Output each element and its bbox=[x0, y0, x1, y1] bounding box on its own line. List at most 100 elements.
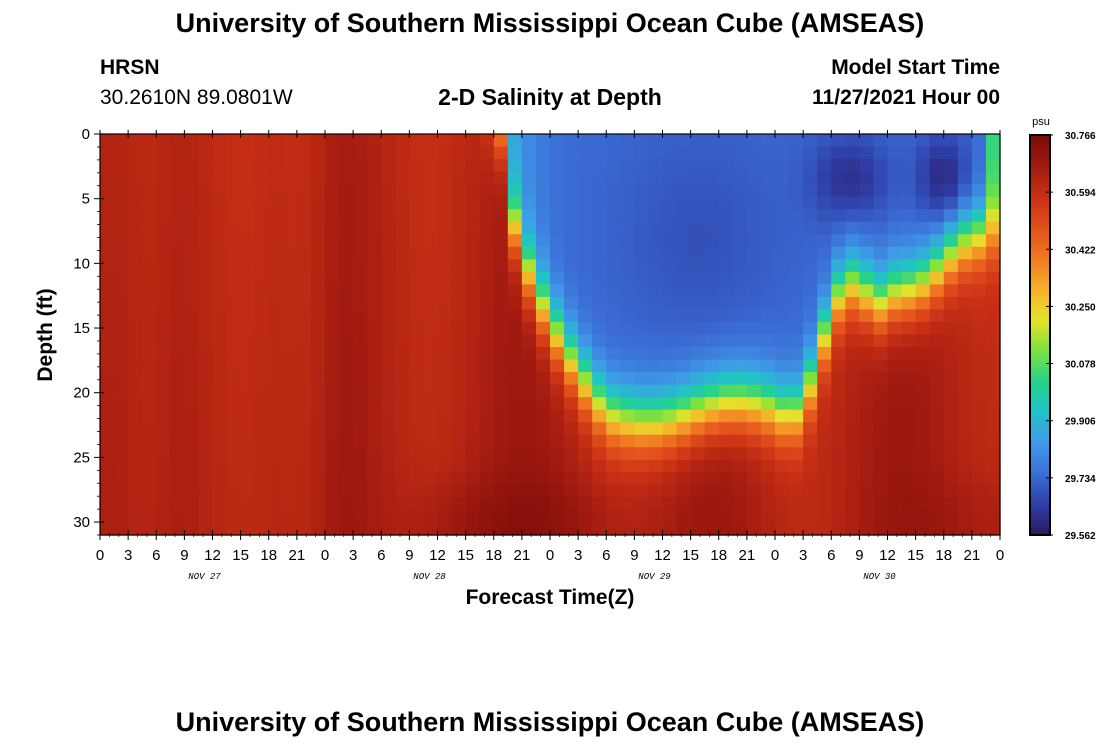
heatmap-cell bbox=[339, 422, 354, 436]
heatmap-cell bbox=[437, 196, 453, 210]
heatmap-cell bbox=[831, 397, 846, 411]
heatmap-cell bbox=[873, 522, 889, 536]
heatmap-cell bbox=[240, 397, 256, 411]
heatmap-cell bbox=[339, 296, 354, 311]
heatmap-cell bbox=[803, 384, 818, 398]
heatmap-cell bbox=[521, 497, 537, 511]
heatmap-cell bbox=[648, 522, 664, 536]
heatmap-cell bbox=[268, 409, 284, 423]
heatmap-cell bbox=[381, 134, 396, 148]
heatmap-cell bbox=[620, 209, 635, 223]
heatmap-cell bbox=[268, 347, 284, 361]
heatmap-cell bbox=[535, 384, 551, 398]
heatmap-cell bbox=[634, 447, 650, 461]
heatmap-cell bbox=[634, 259, 650, 273]
heatmap-cell bbox=[114, 509, 129, 524]
heatmap-cell bbox=[254, 472, 270, 486]
heatmap-cell bbox=[184, 234, 200, 248]
heatmap-cell bbox=[367, 372, 382, 386]
heatmap-cell bbox=[170, 184, 185, 198]
heatmap-cell bbox=[957, 196, 973, 210]
heatmap-cell bbox=[339, 221, 354, 235]
heatmap-cell bbox=[775, 171, 790, 185]
heatmap-cell bbox=[859, 259, 875, 273]
heatmap-cell bbox=[817, 134, 832, 148]
heatmap-cell bbox=[325, 296, 340, 311]
heatmap-cell bbox=[704, 271, 720, 285]
heatmap-cell bbox=[310, 359, 326, 373]
heatmap-cell bbox=[184, 221, 200, 235]
heatmap-cell bbox=[817, 372, 832, 386]
heatmap-cell bbox=[395, 434, 410, 448]
heatmap-cell bbox=[718, 221, 734, 235]
heatmap-cell bbox=[493, 372, 509, 386]
heatmap-cell bbox=[606, 434, 621, 448]
heatmap-cell bbox=[142, 234, 157, 248]
heatmap-cell bbox=[128, 359, 143, 373]
heatmap-cell bbox=[648, 497, 664, 511]
heatmap-cell bbox=[240, 509, 256, 524]
heatmap-cell bbox=[254, 209, 270, 223]
heatmap-cell bbox=[240, 271, 256, 285]
heatmap-cell bbox=[648, 459, 664, 473]
heatmap-cell bbox=[437, 146, 453, 160]
heatmap-cell bbox=[550, 296, 565, 311]
heatmap-cell bbox=[226, 409, 242, 423]
heatmap-cell bbox=[521, 246, 537, 260]
heatmap-cell bbox=[325, 259, 340, 273]
heatmap-cell bbox=[859, 484, 875, 499]
heatmap-cell bbox=[156, 347, 171, 361]
heatmap-cell bbox=[704, 472, 720, 486]
heatmap-cell bbox=[550, 196, 565, 210]
day-label: NOV 29 bbox=[638, 572, 671, 582]
heatmap-cell bbox=[156, 234, 171, 248]
heatmap-cell bbox=[451, 459, 467, 473]
heatmap-cell bbox=[367, 171, 382, 185]
heatmap-cell bbox=[873, 434, 889, 448]
heatmap-cell bbox=[451, 422, 467, 436]
heatmap-cell bbox=[887, 234, 903, 248]
heatmap-cell bbox=[184, 309, 200, 323]
heatmap-cell bbox=[493, 234, 509, 248]
heatmap-cell bbox=[479, 359, 495, 373]
heatmap-cell bbox=[100, 422, 115, 436]
heatmap-cell bbox=[535, 146, 551, 160]
heatmap-cell bbox=[592, 134, 607, 148]
heatmap-cell bbox=[493, 522, 509, 536]
heatmap-cell bbox=[592, 171, 607, 185]
heatmap-cell bbox=[859, 321, 875, 336]
heatmap-cell bbox=[690, 146, 706, 160]
heatmap-cell bbox=[831, 509, 846, 524]
heatmap-cell bbox=[353, 409, 368, 423]
heatmap-cell bbox=[775, 184, 790, 198]
heatmap-cell bbox=[704, 284, 720, 298]
heatmap-cell bbox=[831, 209, 846, 223]
heatmap-cell bbox=[803, 347, 818, 361]
heatmap-cell bbox=[128, 309, 143, 323]
heatmap-cell bbox=[395, 209, 410, 223]
heatmap-cell bbox=[268, 146, 284, 160]
heatmap-cell bbox=[156, 384, 171, 398]
heatmap-cell bbox=[957, 447, 973, 461]
heatmap-cell bbox=[789, 484, 804, 499]
heatmap-cell bbox=[732, 209, 748, 223]
x-tick-label: 0 bbox=[321, 547, 329, 564]
heatmap-cell bbox=[760, 209, 776, 223]
heatmap-cell bbox=[606, 196, 621, 210]
heatmap-cell bbox=[817, 271, 832, 285]
heatmap-cell bbox=[114, 472, 129, 486]
heatmap-cell bbox=[493, 246, 509, 260]
heatmap-cell bbox=[887, 246, 903, 260]
heatmap-cell bbox=[156, 397, 171, 411]
heatmap-cell bbox=[156, 246, 171, 260]
heatmap-cell bbox=[381, 309, 396, 323]
heatmap-cell bbox=[409, 422, 425, 436]
heatmap-cell bbox=[100, 497, 115, 511]
heatmap-cell bbox=[128, 497, 143, 511]
heatmap-cell bbox=[929, 422, 945, 436]
heatmap-cell bbox=[648, 384, 664, 398]
heatmap-cell bbox=[718, 484, 734, 499]
heatmap-cell bbox=[395, 271, 410, 285]
heatmap-cell bbox=[971, 246, 987, 260]
heatmap-cell bbox=[817, 196, 832, 210]
